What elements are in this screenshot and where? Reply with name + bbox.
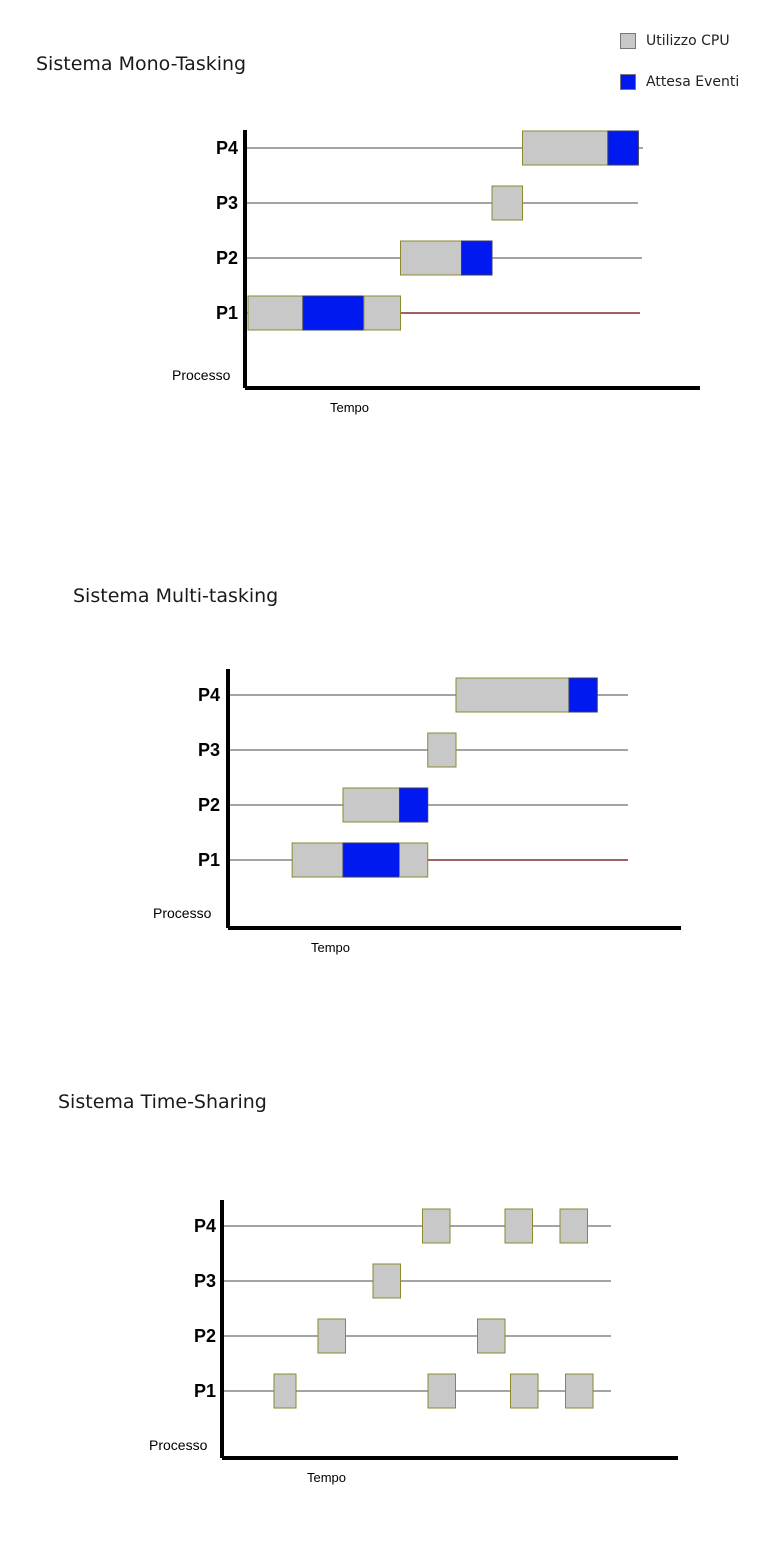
cpu-block-p3-0 bbox=[427, 732, 457, 768]
process-label-p1: P1 bbox=[216, 303, 238, 323]
x-axis-label: Tempo bbox=[307, 1470, 346, 1485]
process-label-p4: P4 bbox=[198, 685, 220, 705]
cpu-block-p2-0 bbox=[342, 787, 400, 823]
cpu-block-p1-0 bbox=[291, 842, 344, 878]
cpu-block-p1-0 bbox=[247, 295, 304, 331]
title-time-sharing: Sistema Time-Sharing bbox=[58, 1091, 267, 1113]
y-axis-label: Processo bbox=[153, 905, 212, 921]
process-label-p3: P3 bbox=[216, 193, 238, 213]
cpu-block-p1-2 bbox=[399, 842, 429, 878]
process-label-p2: P2 bbox=[194, 1326, 216, 1346]
process-label-p3: P3 bbox=[194, 1271, 216, 1291]
process-label-p3: P3 bbox=[198, 740, 220, 760]
legend-wait: Attesa Eventi bbox=[620, 74, 739, 90]
cpu-block-p3-0 bbox=[491, 185, 523, 221]
cpu-block-p4-0 bbox=[522, 130, 609, 166]
process-label-p4: P4 bbox=[216, 138, 238, 158]
cpu-block-p1-2 bbox=[510, 1373, 539, 1409]
cpu-block-p2-0 bbox=[317, 1318, 346, 1354]
legend-wait-swatch bbox=[620, 74, 636, 90]
wait-block-p2-1 bbox=[399, 787, 429, 823]
cpu-block-p2-0 bbox=[400, 240, 462, 276]
wait-block-p2-1 bbox=[461, 240, 493, 276]
cpu-block-p1-3 bbox=[565, 1373, 594, 1409]
title-mono-tasking: Sistema Mono-Tasking bbox=[36, 53, 247, 75]
process-label-p4: P4 bbox=[194, 1216, 216, 1236]
process-label-p2: P2 bbox=[216, 248, 238, 268]
cpu-block-p1-2 bbox=[363, 295, 401, 331]
process-label-p2: P2 bbox=[198, 795, 220, 815]
process-label-p1: P1 bbox=[194, 1381, 216, 1401]
legend-cpu-label: Utilizzo CPU bbox=[646, 33, 730, 49]
wait-block-p4-1 bbox=[568, 677, 598, 713]
cpu-block-p4-1 bbox=[504, 1208, 533, 1244]
wait-block-p1-1 bbox=[342, 842, 400, 878]
cpu-block-p4-2 bbox=[559, 1208, 588, 1244]
x-axis-label: Tempo bbox=[330, 400, 369, 415]
cpu-block-p4-0 bbox=[422, 1208, 451, 1244]
wait-block-p1-1 bbox=[302, 295, 365, 331]
cpu-block-p2-1 bbox=[477, 1318, 506, 1354]
process-label-p1: P1 bbox=[198, 850, 220, 870]
title-multi-tasking: Sistema Multi-tasking bbox=[73, 585, 279, 607]
legend-wait-label: Attesa Eventi bbox=[646, 74, 740, 90]
cpu-block-p4-0 bbox=[455, 677, 570, 713]
cpu-block-p1-1 bbox=[427, 1373, 456, 1409]
wait-block-p4-1 bbox=[607, 130, 639, 166]
legend-cpu: Utilizzo CPU bbox=[620, 33, 730, 49]
y-axis-label: Processo bbox=[149, 1437, 208, 1453]
cpu-block-p1-0 bbox=[273, 1373, 297, 1409]
legend-cpu-swatch bbox=[620, 33, 636, 49]
y-axis-label: Processo bbox=[172, 367, 231, 383]
cpu-block-p3-0 bbox=[372, 1263, 401, 1299]
x-axis-label: Tempo bbox=[311, 940, 350, 955]
